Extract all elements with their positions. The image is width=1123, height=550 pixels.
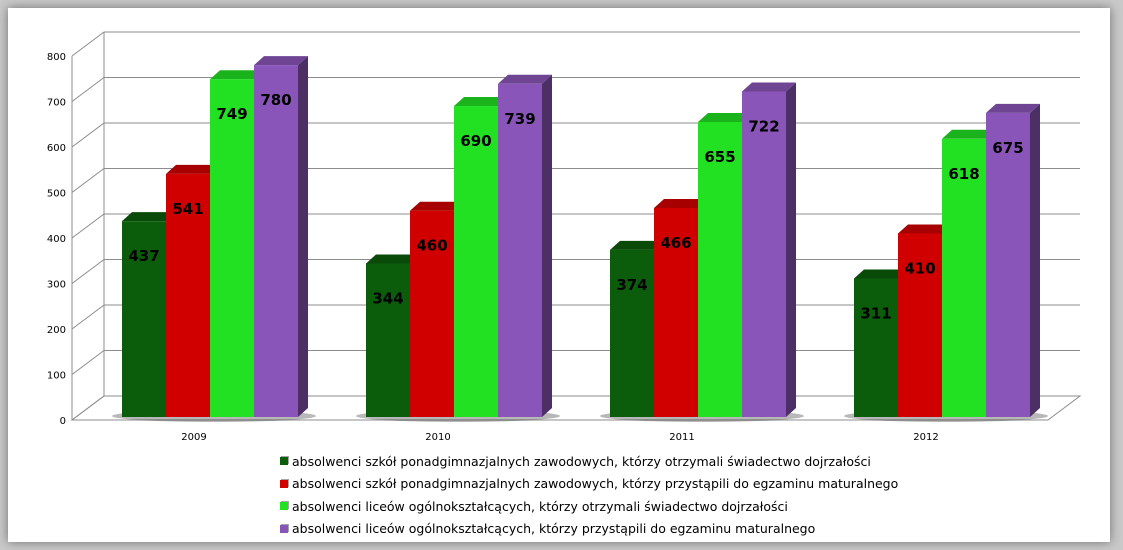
legend-swatch bbox=[280, 479, 288, 488]
legend-swatch bbox=[280, 524, 288, 533]
bar-top bbox=[942, 129, 996, 139]
data-label: 739 bbox=[504, 110, 535, 128]
bar bbox=[122, 221, 166, 417]
bar bbox=[986, 112, 1030, 417]
y-tick-label: 100 bbox=[47, 371, 66, 382]
bar-top bbox=[366, 254, 420, 264]
bar-side bbox=[542, 74, 552, 417]
y-tick-label: 200 bbox=[47, 325, 66, 336]
legend-label: absolwenci szkół ponadgimnazjalnych zawo… bbox=[292, 476, 899, 492]
data-label: 460 bbox=[416, 237, 447, 255]
legend-swatch bbox=[280, 502, 288, 511]
x-tick-label: 2009 bbox=[181, 432, 206, 443]
legend-label: absolwenci liceów ogólnokształcących, kt… bbox=[292, 521, 816, 537]
data-label: 344 bbox=[372, 289, 403, 307]
bar-top bbox=[410, 201, 464, 211]
gridline-diagonal bbox=[71, 31, 105, 57]
bars-layer bbox=[112, 56, 1048, 422]
bar bbox=[698, 121, 742, 417]
bar bbox=[942, 138, 986, 417]
bar bbox=[610, 249, 654, 417]
data-label: 437 bbox=[128, 247, 159, 265]
bar-top bbox=[986, 103, 1040, 113]
bar-top bbox=[854, 269, 908, 279]
y-tick-label: 300 bbox=[47, 280, 66, 291]
data-label: 722 bbox=[748, 117, 779, 135]
legend-label: absolwenci szkół ponadgimnazjalnych zawo… bbox=[292, 453, 871, 469]
data-label: 690 bbox=[460, 132, 491, 150]
y-tick-label: 400 bbox=[47, 234, 66, 245]
bar-top bbox=[698, 112, 752, 122]
data-label: 780 bbox=[260, 91, 291, 109]
gridline-diagonal bbox=[71, 213, 105, 239]
data-label: 410 bbox=[904, 259, 935, 277]
bar-side bbox=[786, 82, 796, 418]
bar bbox=[742, 91, 786, 418]
data-label: 466 bbox=[660, 234, 691, 252]
floor bbox=[70, 395, 1082, 421]
gridline-diagonal bbox=[71, 350, 105, 375]
bar bbox=[498, 83, 542, 417]
x-tick-label: 2012 bbox=[913, 432, 938, 443]
y-tick-label: 600 bbox=[47, 143, 66, 154]
legend-swatch bbox=[280, 457, 288, 466]
bar-chart: 0 100 200 300 400 500 600 700 800 2009 437 541 749 7… bbox=[47, 31, 1082, 443]
bar bbox=[166, 173, 210, 417]
bar-top bbox=[122, 212, 176, 222]
bar-top bbox=[254, 56, 308, 66]
data-label: 541 bbox=[172, 200, 203, 218]
data-label: 749 bbox=[216, 105, 247, 123]
bar bbox=[454, 106, 498, 418]
chart-frame: 0 100 200 300 400 500 600 700 800 2009 437 541 749 7… bbox=[8, 8, 1110, 542]
bar bbox=[854, 278, 898, 417]
bar-top bbox=[166, 164, 220, 174]
y-tick-label: 0 bbox=[60, 416, 66, 427]
y-tick-label: 700 bbox=[47, 98, 66, 109]
bar bbox=[898, 233, 942, 417]
legend-item: absolwenci liceów ogólnokształcących, kt… bbox=[280, 518, 898, 541]
gridline-diagonal bbox=[71, 259, 105, 284]
gridline-diagonal bbox=[71, 168, 105, 193]
legend-item: absolwenci szkół ponadgimnazjalnych zawo… bbox=[280, 473, 898, 496]
gridline-diagonal bbox=[71, 304, 105, 330]
bar-side bbox=[298, 56, 308, 417]
bar bbox=[654, 207, 698, 417]
bar-top bbox=[454, 97, 508, 107]
bar bbox=[410, 210, 454, 417]
labels-layer: 2009 437 541 749 780 2010 344 460 690 739 2011 374 4… bbox=[128, 91, 1023, 443]
legend-item: absolwenci szkół ponadgimnazjalnych zawo… bbox=[280, 450, 898, 473]
y-tick-label: 500 bbox=[47, 189, 66, 200]
bar-top bbox=[610, 240, 664, 250]
bar-top bbox=[898, 224, 952, 234]
bar bbox=[366, 263, 410, 417]
y-tick-label: 800 bbox=[47, 52, 66, 63]
bar-side bbox=[1030, 103, 1040, 417]
bar bbox=[254, 65, 298, 417]
legend-item: absolwenci liceów ogólnokształcących, kt… bbox=[280, 495, 898, 518]
bar-top bbox=[654, 198, 708, 208]
bar-top bbox=[210, 70, 264, 80]
bar-top bbox=[498, 74, 552, 84]
data-label: 618 bbox=[948, 165, 979, 183]
bar-top bbox=[742, 82, 796, 92]
legend: absolwenci szkół ponadgimnazjalnych zawo… bbox=[280, 450, 898, 540]
data-label: 675 bbox=[992, 139, 1023, 157]
data-label: 374 bbox=[616, 276, 647, 294]
x-tick-label: 2010 bbox=[425, 432, 450, 443]
gridline-diagonal bbox=[71, 77, 105, 102]
data-label: 311 bbox=[860, 304, 891, 322]
x-tick-label: 2011 bbox=[669, 432, 694, 443]
bar bbox=[210, 79, 254, 417]
legend-label: absolwenci liceów ogólnokształcących, kt… bbox=[292, 498, 788, 514]
data-label: 655 bbox=[704, 148, 735, 166]
gridline-diagonal bbox=[71, 122, 105, 148]
